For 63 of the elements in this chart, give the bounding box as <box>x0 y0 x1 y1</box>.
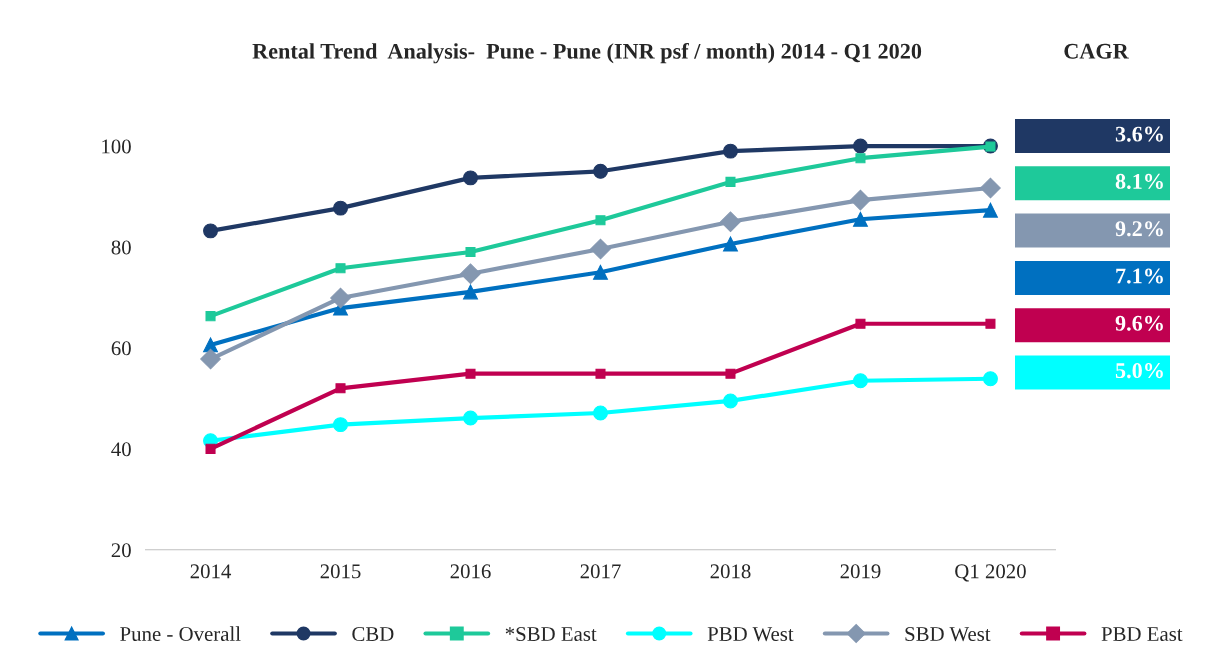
point <box>200 348 221 370</box>
y-tick-label: 40 <box>111 442 131 457</box>
point <box>853 373 868 389</box>
point <box>463 170 478 186</box>
legend-label: Pune - Overall <box>120 626 241 642</box>
point <box>853 138 868 154</box>
point <box>203 223 218 239</box>
y-tick-label: 100 <box>102 139 131 154</box>
point <box>330 287 351 309</box>
point <box>850 189 871 211</box>
point <box>855 153 866 164</box>
y-tick-label: 20 <box>111 543 131 558</box>
point <box>205 311 216 322</box>
point <box>333 417 348 433</box>
legend-label: PBD East <box>1101 627 1183 642</box>
text: 8.1% <box>1115 173 1163 189</box>
point <box>593 163 608 179</box>
point <box>205 443 216 454</box>
point <box>853 211 868 227</box>
text: 5.0% <box>1115 363 1163 379</box>
point <box>595 368 606 379</box>
x-tick-label: Q1 2020 <box>955 564 1026 582</box>
legend-label: CBD <box>352 627 394 642</box>
legend-label: SBD West <box>905 627 991 642</box>
legend-label: *SBD East <box>505 627 597 642</box>
point <box>725 176 736 187</box>
point <box>723 236 738 252</box>
point <box>720 211 741 233</box>
point <box>982 371 998 387</box>
text: CAGR <box>1064 43 1129 59</box>
point <box>333 200 348 216</box>
point <box>593 264 608 280</box>
point <box>590 238 611 260</box>
point <box>982 202 998 218</box>
point <box>460 263 481 285</box>
x-tick-label: 2018 <box>710 564 751 579</box>
x-tick-label: 2019 <box>840 564 881 579</box>
legend-label: PBD West <box>707 627 794 642</box>
x-tick-label: 2016 <box>450 564 491 579</box>
point <box>723 393 738 409</box>
y-tick-label: 80 <box>111 240 131 255</box>
point <box>985 318 996 329</box>
point <box>463 284 478 300</box>
point <box>855 318 866 329</box>
point <box>465 368 476 379</box>
text: 3.6% <box>1115 126 1163 142</box>
point <box>725 368 736 379</box>
point <box>463 410 478 426</box>
x-tick-label: 2017 <box>580 564 621 579</box>
chart-title: Rental Trend Analysis- Pune - Pune (INR psf / month) 2014 - Q1 2020 <box>252 42 922 64</box>
point <box>723 143 738 159</box>
y-tick-label: 60 <box>111 341 131 356</box>
x-tick-label: 2014 <box>190 564 232 579</box>
point <box>595 215 606 226</box>
point <box>465 247 476 258</box>
point <box>335 383 346 394</box>
point <box>980 177 1001 199</box>
text: 7.1% <box>1116 268 1163 284</box>
text: 9.2% <box>1115 221 1163 237</box>
text: 9.6% <box>1115 315 1163 331</box>
point <box>593 405 608 421</box>
point <box>335 263 346 274</box>
x-tick-label: 2015 <box>320 564 361 579</box>
